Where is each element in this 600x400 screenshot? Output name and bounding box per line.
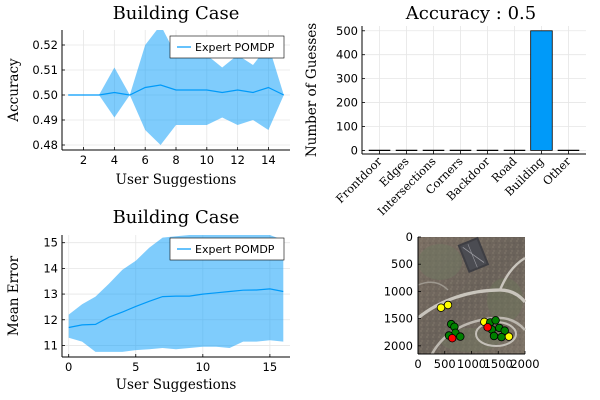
panel-a-y-tick-label-0: 0.48: [32, 138, 58, 152]
panel-b-bars: [368, 30, 580, 152]
panel-d-y-tick-label-0: 0: [406, 230, 413, 244]
panel-b-y-tick-label-5: 500: [336, 24, 358, 38]
scatter-point-10: [491, 316, 500, 325]
panel-b-y-tick-label-3: 300: [336, 72, 358, 86]
scatter-point-0: [436, 303, 446, 312]
panel-b-x-tick-label-7: Other: [540, 154, 574, 188]
panel-d-x-tick-label-0: 0: [414, 357, 421, 371]
panel-c-legend: Expert POMDP: [169, 237, 285, 261]
panel-c-legend-label: Expert POMDP: [195, 243, 275, 256]
panel-d-y-ticks: 0 500 1000 1500 2000: [384, 230, 421, 353]
panel-c-x-tick-label-2: 10: [196, 360, 211, 374]
panel-c-axes: [61, 235, 290, 358]
panel-c-y-tick-label-0: 11: [43, 338, 58, 352]
scatter-point-1: [443, 300, 453, 310]
panel-a-band: [68, 30, 284, 145]
panel-a-legend-label: Expert POMDP: [195, 41, 275, 54]
panel-a-y-tick-label-4: 0.52: [32, 38, 58, 52]
panel-a-xlabel: User Suggestions: [116, 172, 237, 188]
panel-c-x-tick-label-3: 15: [263, 360, 278, 374]
panel-a-y-ticks: 0.48 0.49 0.50 0.51 0.52: [32, 38, 65, 152]
bar-building: [530, 30, 553, 151]
panel-a-title: Building Case: [113, 3, 240, 24]
panel-a-x-tick-label-5: 12: [230, 153, 245, 167]
scatter-point-14: [489, 331, 499, 341]
panel-b-x-ticks: FrontdoorEdgesIntersectionsCornersBackdo…: [333, 151, 574, 218]
panel-c-y-ticks: 11 12 13 14 15: [43, 236, 65, 352]
panel-a-mean-line: [68, 84, 285, 96]
panel-c-x-ticks: 0 5 10 15: [65, 354, 277, 374]
scatter-point-15: [497, 332, 506, 342]
panel-b-axes: [361, 26, 586, 155]
panel-b-title: Accuracy : 0.5: [405, 3, 536, 24]
panel-d-y-tick-label-4: 2000: [384, 339, 413, 353]
panel-guesses-bar: Accuracy : 0.5 FrontdoorEdgesIntersectio…: [304, 3, 586, 218]
scatter-point-17: [483, 323, 492, 332]
panel-d-y-tick-label-3: 1500: [384, 312, 413, 326]
panel-d-x-tick-label-2: 1000: [457, 357, 486, 371]
panel-b-y-tick-label-1: 100: [336, 119, 358, 133]
panel-c-y-tick-label-1: 12: [43, 313, 58, 327]
panel-a-y-tick-label-3: 0.51: [32, 63, 58, 77]
panel-a-legend: Expert POMDP: [169, 35, 285, 59]
panel-c-y-tick-label-3: 14: [43, 261, 58, 275]
panel-c-x-tick-label-1: 5: [132, 360, 139, 374]
panel-c-y-tick-label-2: 13: [43, 287, 58, 301]
panel-c-xlabel: User Suggestions: [116, 377, 237, 393]
panel-a-x-tick-label-3: 8: [172, 153, 179, 167]
panel-a-y-tick-label-2: 0.50: [32, 88, 58, 102]
panel-d-y-tick-label-2: 1000: [384, 284, 413, 298]
panel-b-y-ticks: 0 100 200 300 400 500: [336, 24, 365, 157]
panel-c-ylabel: Mean Error: [6, 255, 22, 336]
panel-d-x-tick-label-3: 1500: [484, 357, 513, 371]
panel-c-mean-line: [68, 288, 284, 329]
panel-a-ylabel: Accuracy: [6, 58, 22, 123]
panel-a-x-tick-label-0: 2: [80, 153, 87, 167]
panel-b-y-tick-label-0: 0: [351, 143, 358, 157]
panel-b-y-tick-label-2: 200: [336, 96, 358, 110]
panel-c-band: [68, 235, 284, 352]
scatter-point-8: [456, 332, 465, 341]
panel-c-y-tick-label-4: 15: [43, 236, 58, 250]
panel-c-x-tick-label-0: 0: [65, 360, 72, 374]
panel-c-title: Building Case: [113, 207, 240, 228]
panel-a-y-tick-label-1: 0.49: [32, 113, 58, 127]
panel-d-x-tick-label-4: 2000: [510, 357, 539, 371]
panel-d-points: [436, 300, 514, 343]
panel-a-x-tick-label-6: 14: [261, 153, 276, 167]
panel-a-x-tick-label-1: 4: [111, 153, 118, 167]
panel-mean-error-line: Building Case 0 5 10 15 11 12 13 14 15 User Sug…: [6, 207, 290, 393]
panel-b-y-tick-label-4: 400: [336, 48, 358, 62]
panel-a-x-tick-label-4: 10: [199, 153, 214, 167]
panel-a-x-tick-label-2: 6: [142, 153, 149, 167]
panel-accuracy-line: Building Case 2 4 6 8 10 12 14 0.48 0.49 0.50 0.5…: [6, 3, 290, 188]
panel-d-x-tick-label-1: 500: [434, 357, 456, 371]
panel-d-y-tick-label-1: 500: [391, 257, 413, 271]
panel-a-x-ticks: 2 4 6 8 10 12 14: [80, 147, 276, 167]
panel-b-ylabel: Number of Guesses: [304, 23, 320, 157]
scatter-point-16: [448, 334, 457, 343]
